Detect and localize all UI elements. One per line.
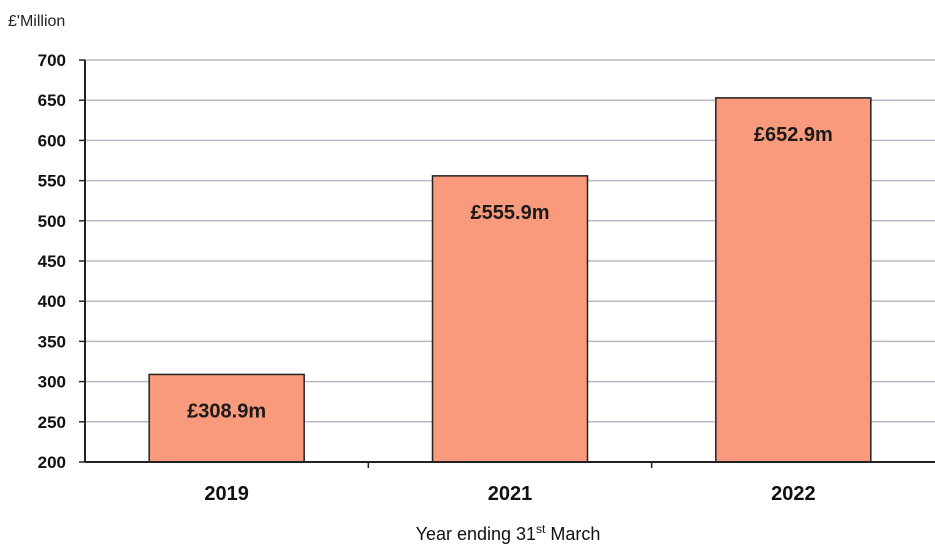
y-tick-label: 700	[38, 51, 66, 70]
y-tick-label: 600	[38, 131, 66, 150]
y-tick-label: 650	[38, 91, 66, 110]
bar-value-label: £308.9m	[187, 400, 266, 422]
y-tick-label: 250	[38, 413, 66, 432]
y-tick-label: 400	[38, 292, 66, 311]
bars: £308.9m £555.9m £652.9m	[148, 97, 872, 463]
y-tick-label: 500	[38, 212, 66, 231]
x-axis-title-superscript: st	[536, 522, 546, 536]
y-tick-label: 200	[38, 453, 66, 472]
x-tick-label: 2021	[488, 483, 533, 505]
x-tick-label: 2019	[204, 483, 249, 505]
x-tick-label: 2022	[771, 483, 816, 505]
bar-2021	[431, 175, 589, 463]
axes	[84, 60, 935, 468]
bar-value-label: £555.9m	[471, 202, 550, 224]
x-tick-labels: 2019 2021 2022	[204, 483, 815, 505]
y-tick-label: 450	[38, 252, 66, 271]
y-tick-labels: 200 250 300 350 400 450 500 550 600 650 700	[38, 51, 85, 472]
y-tick-label: 300	[38, 373, 66, 392]
x-axis-title: Year ending 31st March	[416, 522, 601, 544]
y-axis-unit-label: £'Million	[8, 13, 65, 30]
x-axis-title-tail: March	[545, 524, 600, 544]
x-axis-title-main: Year ending 31	[416, 524, 536, 544]
y-tick-label: 350	[38, 332, 66, 351]
bar-2019	[148, 373, 305, 463]
bar-value-label: £652.9m	[754, 124, 833, 146]
y-tick-label: 550	[38, 172, 66, 191]
bar-2022	[715, 97, 872, 463]
